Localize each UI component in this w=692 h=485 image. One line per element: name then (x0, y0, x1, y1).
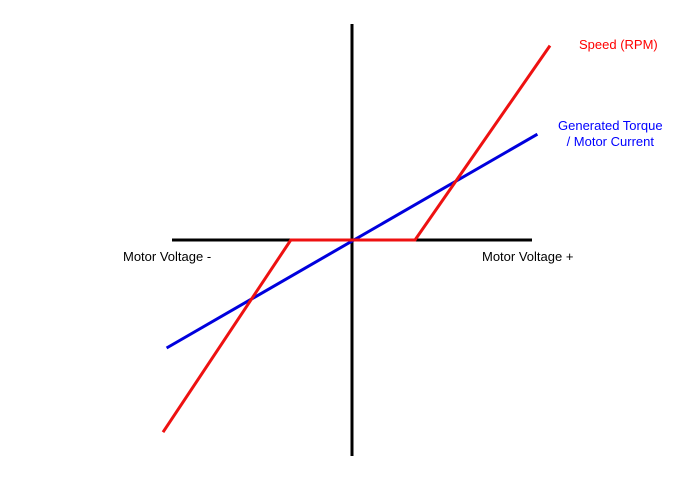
series-line-speed (161, 44, 552, 434)
x-axis-label-positive: Motor Voltage + (482, 249, 574, 264)
series-label-torque-line-2: / Motor Current (566, 134, 654, 149)
series-label-speed: Speed (RPM) (579, 37, 658, 53)
x-axis-label-negative: Motor Voltage - (123, 249, 212, 264)
series-label-torque-line-1: Generated Torque (558, 118, 663, 133)
series-label-torque: Generated Torque / Motor Current (558, 118, 663, 150)
series-label-speed-line-1: Speed (RPM) (579, 37, 658, 52)
